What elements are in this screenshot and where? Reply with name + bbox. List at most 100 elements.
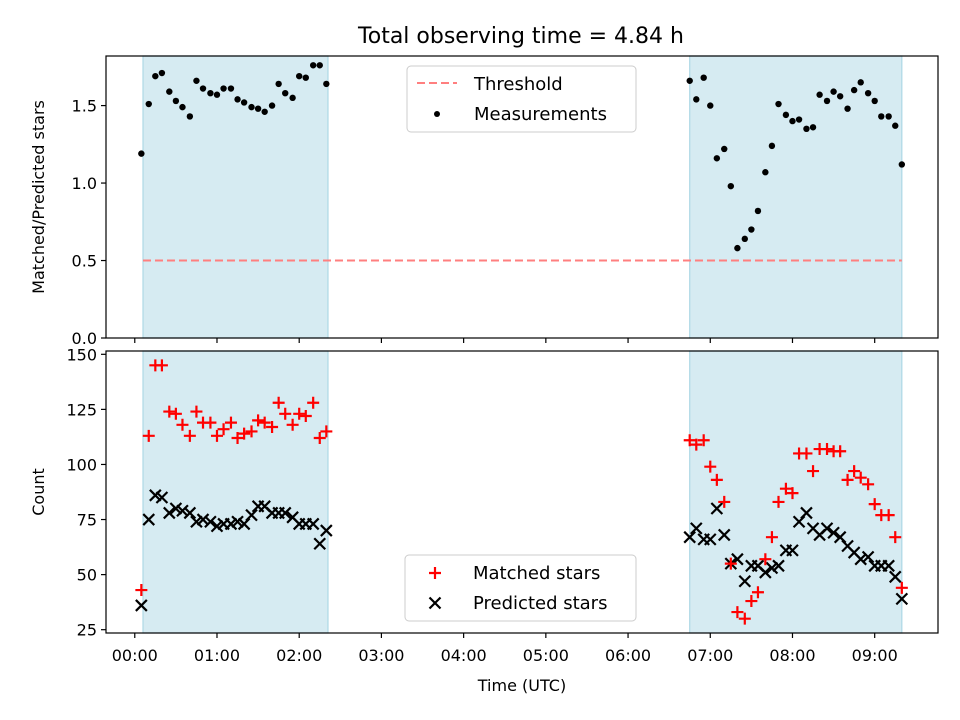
legend-bottom: Matched stars Predicted stars xyxy=(404,554,637,622)
measurement-point xyxy=(227,85,235,92)
measurement-point xyxy=(282,89,289,97)
predicted-star-marker xyxy=(313,537,327,551)
measurement-point xyxy=(289,94,296,102)
measurement-point xyxy=(878,113,885,120)
legend-measurements-label: Measurements xyxy=(474,104,607,125)
predicted-star-marker xyxy=(320,524,333,537)
measurement-point xyxy=(316,62,323,69)
measurement-point xyxy=(734,244,741,252)
measurement-point xyxy=(850,86,858,94)
measurement-point xyxy=(768,142,776,150)
measurement-point xyxy=(823,97,831,105)
x-tick-label: 09:00 xyxy=(852,646,898,665)
matched-star-marker xyxy=(169,407,182,420)
x-tick-label: 06:00 xyxy=(605,646,651,665)
y-tick-label: 75 xyxy=(77,511,97,530)
matched-star-marker xyxy=(745,595,758,608)
plot-frame xyxy=(105,55,939,339)
measurement-point xyxy=(713,155,721,162)
measurement-point xyxy=(721,145,728,153)
matched-star-marker xyxy=(772,495,785,508)
predicted-star-marker xyxy=(786,544,799,557)
matched-star-marker xyxy=(759,553,772,566)
measurement-point xyxy=(275,80,282,88)
measurement-point xyxy=(748,226,755,233)
y-tick-label: 1.0 xyxy=(72,174,97,193)
matched-star-marker xyxy=(245,425,258,438)
top-panel-matched-predicted-ratio: 0.0 0.5 1.0 1.5 Matched/Predicted stars Thres… xyxy=(29,55,939,348)
measurement-point xyxy=(248,103,255,111)
x-tick-label: 05:00 xyxy=(523,646,569,665)
y-tick-label: 1.5 xyxy=(72,97,97,116)
matched-star-marker xyxy=(854,471,867,484)
predicted-star-marker xyxy=(163,506,176,520)
predicted-star-marker xyxy=(204,515,217,529)
x-tick-label: 00:00 xyxy=(112,646,158,665)
matched-star-marker xyxy=(190,405,203,418)
matched-star-marker xyxy=(231,432,244,445)
measurement-point xyxy=(727,182,735,190)
x-axis-label: Time (UTC) xyxy=(477,676,566,695)
matched-star-marker xyxy=(786,487,799,500)
predicted-star-marker xyxy=(306,517,320,531)
predicted-star-marker xyxy=(820,522,834,535)
measurement-point xyxy=(213,91,221,98)
predicted-star-marker xyxy=(800,506,813,520)
measurement-point xyxy=(789,117,796,125)
measurement-point xyxy=(809,124,817,131)
predicted-star-marker xyxy=(196,513,210,526)
predicted-star-marker xyxy=(772,559,785,573)
legend-top: Threshold Measurements xyxy=(406,65,637,133)
measurement-point xyxy=(296,72,303,80)
measurement-point xyxy=(179,103,186,111)
measurement-point xyxy=(152,72,159,80)
measurement-point xyxy=(782,111,790,119)
matched-star-marker xyxy=(731,606,744,619)
matched-star-marker xyxy=(807,465,820,478)
plot-frame xyxy=(105,350,939,634)
observing-window-shade xyxy=(689,55,903,339)
predicted-star-marker xyxy=(690,522,703,535)
legend-box xyxy=(406,65,637,133)
predicted-star-marker xyxy=(738,574,752,588)
measurement-point xyxy=(186,113,194,120)
y-tick-label: 50 xyxy=(77,566,97,585)
y-axis-label: Count xyxy=(29,468,48,516)
measurement-point xyxy=(234,96,241,103)
x-tick-label: 02:00 xyxy=(276,646,322,665)
measurement-point xyxy=(741,235,748,243)
matched-star-marker xyxy=(895,581,908,594)
bottom-panel-star-counts: 25 50 75 100 125 150 00:00 01:00 02:00 03:00 04:00… xyxy=(29,345,939,695)
matched-star-marker xyxy=(299,409,312,422)
predicted-star-marker xyxy=(710,502,724,515)
matched-star-marker xyxy=(224,416,237,429)
matched-star-marker xyxy=(697,434,710,447)
measurement-point xyxy=(803,125,810,133)
measurement-point xyxy=(158,69,166,77)
measurement-point xyxy=(836,93,844,100)
y-tick-label: 125 xyxy=(66,400,97,419)
measurement-point xyxy=(892,122,899,129)
measurement-point xyxy=(844,105,851,112)
y-tick-label: 0.0 xyxy=(72,329,97,348)
matched-star-marker xyxy=(848,465,861,478)
observing-window-shade xyxy=(689,350,903,634)
matched-star-marker xyxy=(718,495,731,508)
predicted-star-marker xyxy=(888,570,902,584)
legend-matched-label: Matched stars xyxy=(473,563,600,584)
measurement-point xyxy=(830,88,837,95)
matched-star-marker xyxy=(286,418,299,431)
matched-star-marker xyxy=(238,427,251,440)
matched-star-marker xyxy=(217,423,230,436)
matched-star-marker xyxy=(862,478,875,491)
predicted-star-marker xyxy=(155,491,169,504)
measurement-point xyxy=(898,161,906,168)
measurement-point xyxy=(864,89,872,97)
measurement-point xyxy=(857,79,864,86)
measurement-point xyxy=(193,77,200,84)
matched-star-marker xyxy=(834,445,847,458)
predicted-star-marker xyxy=(861,550,875,564)
matched-star-marker xyxy=(704,460,717,473)
matched-star-marker xyxy=(210,429,223,442)
